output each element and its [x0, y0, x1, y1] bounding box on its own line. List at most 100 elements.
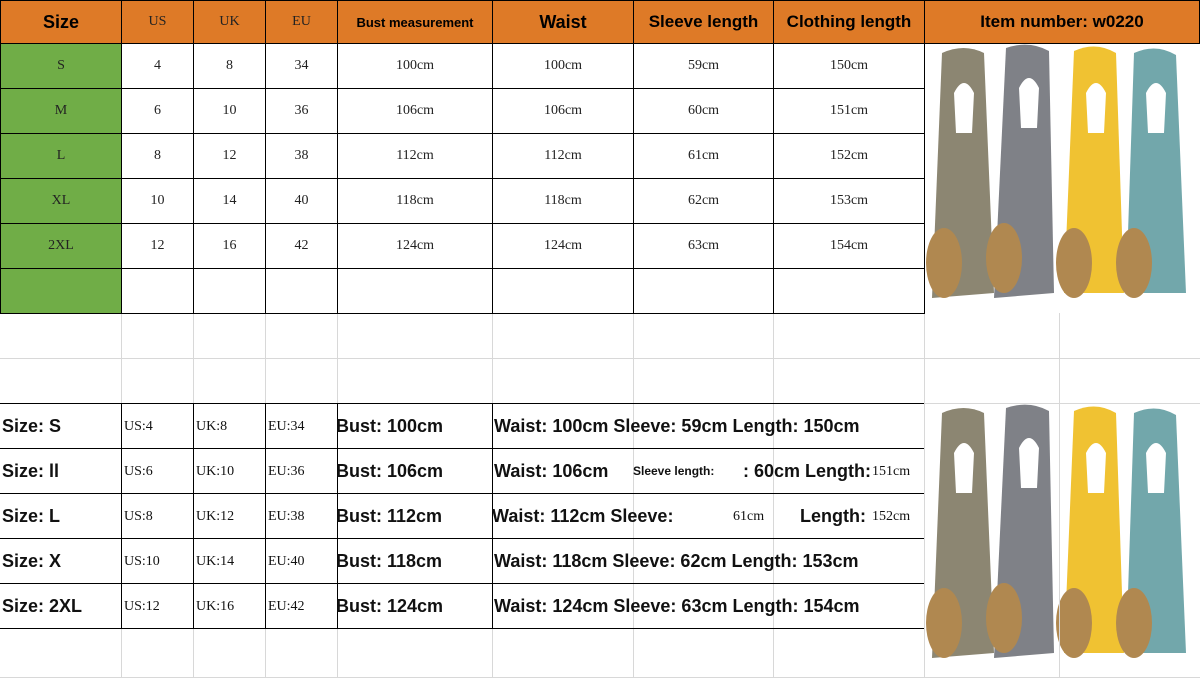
table-cell: 12 [121, 223, 194, 269]
header-cell: Clothing length [773, 0, 925, 44]
summary-text: EU:36 [268, 464, 305, 479]
table-cell: 10 [121, 178, 194, 224]
row-line [0, 628, 924, 629]
summary-text: 152cm [872, 509, 911, 524]
table-cell [0, 268, 122, 314]
col-line [492, 583, 493, 628]
col-line [265, 583, 266, 628]
summary-text: Size: 2XL [2, 596, 83, 616]
col-line [193, 448, 194, 493]
table-cell: 124cm [337, 223, 493, 269]
header-cell: Size [0, 0, 122, 44]
col-line [121, 403, 122, 448]
table-cell [337, 268, 493, 314]
grid-line [633, 313, 634, 678]
table-cell: 100cm [337, 43, 493, 89]
col-line [121, 538, 122, 583]
col-line [492, 538, 493, 583]
table-cell: 36 [265, 88, 338, 134]
header-cell: Waist [492, 0, 634, 44]
col-line [121, 448, 122, 493]
summary-text: 151cm [872, 464, 911, 479]
summary-text: UK:12 [196, 509, 235, 524]
table-cell: 124cm [492, 223, 634, 269]
summary-text: Bust: 112cm [336, 506, 443, 526]
table-cell: 6 [121, 88, 194, 134]
summary-text: : 60cm Length: [743, 461, 872, 481]
table-cell: M [0, 88, 122, 134]
table-cell: 40 [265, 178, 338, 224]
summary-text: Length: [800, 506, 866, 526]
summary-text: EU:34 [268, 419, 305, 434]
summary-text: Waist: 106cm [494, 461, 609, 481]
grid-line [924, 313, 925, 678]
row-line [0, 493, 924, 494]
header-cell: US [121, 0, 194, 44]
header-cell: UK [193, 0, 266, 44]
table-cell: 60cm [633, 88, 774, 134]
col-line [337, 538, 338, 583]
table-cell: 100cm [492, 43, 634, 89]
summary-text: Size: S [2, 416, 62, 436]
table-cell: 4 [121, 43, 194, 89]
summary-text: Waist: 100cm Sleeve: 59cm Length: 150cm [494, 416, 860, 436]
summary-text: US:10 [124, 554, 160, 569]
col-line [265, 538, 266, 583]
col-line [337, 403, 338, 448]
summary-text: US:4 [124, 419, 153, 434]
summary-text: Size: ll [2, 461, 60, 481]
table-cell: 63cm [633, 223, 774, 269]
col-line [121, 493, 122, 538]
table-cell: 118cm [492, 178, 634, 224]
grid-line [773, 313, 774, 678]
table-cell: 118cm [337, 178, 493, 224]
col-line [193, 493, 194, 538]
table-cell: 12 [193, 133, 266, 179]
table-cell: 16 [193, 223, 266, 269]
product-photo [924, 43, 1200, 315]
table-cell: 62cm [633, 178, 774, 224]
summary-text: EU:40 [268, 554, 305, 569]
row-line [0, 403, 924, 404]
summary-text: US:12 [124, 599, 160, 614]
summary-text: Waist: 112cm Sleeve: [492, 506, 674, 526]
header-cell: Sleeve length [633, 0, 774, 44]
grid-line [1059, 313, 1060, 678]
table-cell: 2XL [0, 223, 122, 269]
summary-text: Bust: 118cm [336, 551, 443, 571]
summary-text: Size: X [2, 551, 62, 571]
table-cell: 42 [265, 223, 338, 269]
summary-text: US:8 [124, 509, 153, 524]
summary-text: UK:8 [196, 419, 228, 434]
row-line [0, 448, 924, 449]
summary-text: Waist: 124cm Sleeve: 63cm Length: 154cm [494, 596, 860, 616]
table-cell: 154cm [773, 223, 925, 269]
summary-text: UK:14 [196, 554, 235, 569]
col-line [337, 448, 338, 493]
table-cell: 34 [265, 43, 338, 89]
table-cell [193, 268, 266, 314]
col-line [492, 448, 493, 493]
summary-text: EU:38 [268, 509, 305, 524]
header-cell: Bust measurement [337, 0, 493, 44]
table-cell: 59cm [633, 43, 774, 89]
table-cell: 106cm [337, 88, 493, 134]
col-line [121, 583, 122, 628]
row-line [0, 538, 924, 539]
col-line [492, 493, 493, 538]
table-cell: XL [0, 178, 122, 224]
col-line [193, 583, 194, 628]
table-cell: 151cm [773, 88, 925, 134]
summary-text: Bust: 106cm [336, 461, 444, 481]
summary-text: Bust: 100cm [336, 416, 444, 436]
table-cell: L [0, 133, 122, 179]
summary-text: EU:42 [268, 599, 305, 614]
table-cell [492, 268, 634, 314]
table-cell: 10 [193, 88, 266, 134]
table-cell: 14 [193, 178, 266, 224]
table-cell [633, 268, 774, 314]
row-line [0, 583, 924, 584]
col-line [193, 538, 194, 583]
table-cell [265, 268, 338, 314]
